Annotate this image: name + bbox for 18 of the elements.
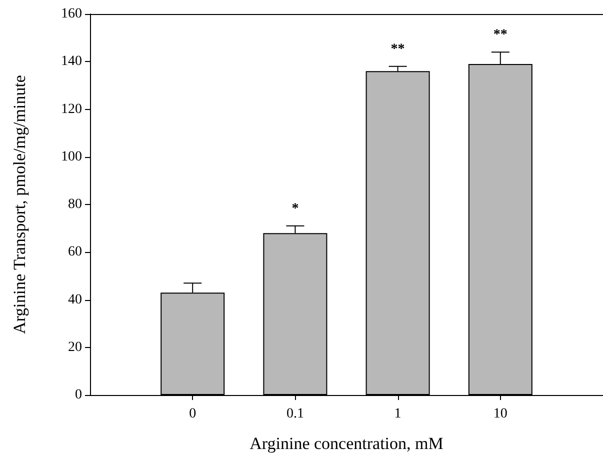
y-tick-label: 60: [68, 244, 82, 260]
x-tick-label: 10: [493, 406, 508, 422]
y-tick-label: 160: [61, 6, 82, 22]
annotation: **: [493, 28, 508, 43]
y-tick-label: 80: [68, 197, 82, 212]
x-tick-label: 0.1: [286, 406, 304, 422]
x-tick-label: 0: [189, 406, 196, 422]
annotation: **: [390, 42, 405, 57]
y-tick-label: 120: [61, 102, 82, 117]
y-tick-label: 0: [75, 388, 82, 402]
x-axis-title: Arginine concentration, mM: [250, 434, 444, 453]
x-tick-label: 1: [394, 406, 402, 422]
y-tick-label: 140: [61, 54, 82, 70]
y-tick-label: 100: [61, 149, 82, 164]
y-tick-label: 40: [68, 292, 82, 308]
annotation: *: [292, 201, 299, 216]
y-tick-label: 20: [68, 340, 82, 355]
y-axis-title: Arginine Transport, pmole/mg/minute: [10, 75, 29, 334]
